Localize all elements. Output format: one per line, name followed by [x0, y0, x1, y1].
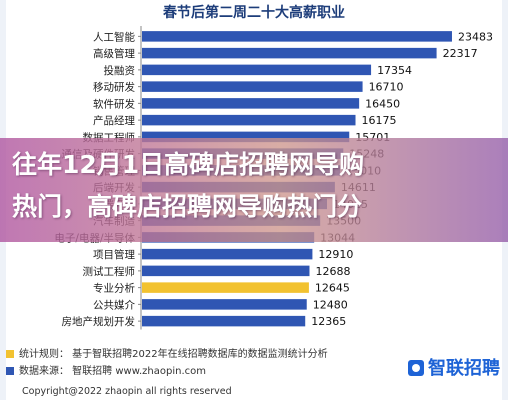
value-label-16: 12480 [313, 298, 348, 311]
value-label-5: 16175 [362, 114, 397, 127]
overlay-banner: 往年12月1日高碑店招聘网导购 热门，高碑店招聘网导购热门分 [0, 138, 508, 242]
value-label-1: 22317 [443, 47, 478, 60]
bar-0 [142, 31, 452, 42]
banner-line-2: 热门，高碑店招聘网导购热门分 [12, 192, 363, 221]
bar-15 [142, 282, 309, 293]
banner-line-1: 往年12月1日高碑店招聘网导购 [12, 150, 365, 179]
bar-6 [142, 131, 350, 143]
category-label-16: 公共媒介 [93, 298, 135, 311]
yellow-square-icon [6, 350, 14, 358]
blue-square-icon [6, 367, 14, 375]
category-label-15: 专业分析 [93, 282, 135, 295]
category-label-5: 产品经理 [93, 114, 135, 127]
data-source-note: 数据来源： 智联招聘 www.zhaopin.com [6, 362, 426, 377]
category-label-4: 软件研发 [93, 97, 135, 110]
zhaopin-logo: 智联招聘 [408, 354, 500, 380]
bar-17 [142, 315, 306, 327]
category-label-14: 测试工程师 [83, 265, 136, 278]
category-label-17: 房地产规划开发 [62, 315, 136, 328]
category-label-1: 高级管理 [93, 47, 135, 60]
bar-2 [142, 64, 372, 76]
stat-rule-note: 统计规则： 基于智联招聘2022年在线招聘数据库的数据监测统计分析 [6, 345, 426, 360]
category-label-13: 项目管理 [93, 248, 135, 261]
value-label-14: 12688 [315, 265, 350, 278]
value-label-3: 16710 [369, 81, 404, 94]
logo-mark-icon [408, 360, 424, 376]
category-label-2: 投融资 [104, 64, 136, 77]
banner-headline: 往年12月1日高碑店招聘网导购 热门，高碑店招聘网导购热门分 [12, 144, 502, 228]
category-label-3: 移动研发 [93, 81, 135, 94]
value-label-4: 16450 [365, 97, 400, 110]
bar-1 [142, 47, 437, 59]
bar-14 [142, 265, 310, 277]
bar-13 [142, 248, 313, 260]
value-label-15: 12645 [315, 282, 350, 295]
copyright-text: Copyright@2022 zhaopin all rights reserv… [22, 386, 232, 397]
bar-4 [142, 98, 360, 109]
category-label-0: 人工智能 [93, 30, 135, 43]
value-label-2: 17354 [377, 64, 412, 77]
value-label-13: 12910 [318, 248, 353, 261]
bar-16 [142, 299, 307, 310]
bar-5 [142, 114, 356, 126]
value-label-17: 12365 [311, 315, 346, 328]
chart-title: 春节后第二周二十大高薪职业 [163, 5, 345, 21]
value-label-0: 23483 [458, 30, 493, 43]
bar-3 [142, 81, 363, 92]
